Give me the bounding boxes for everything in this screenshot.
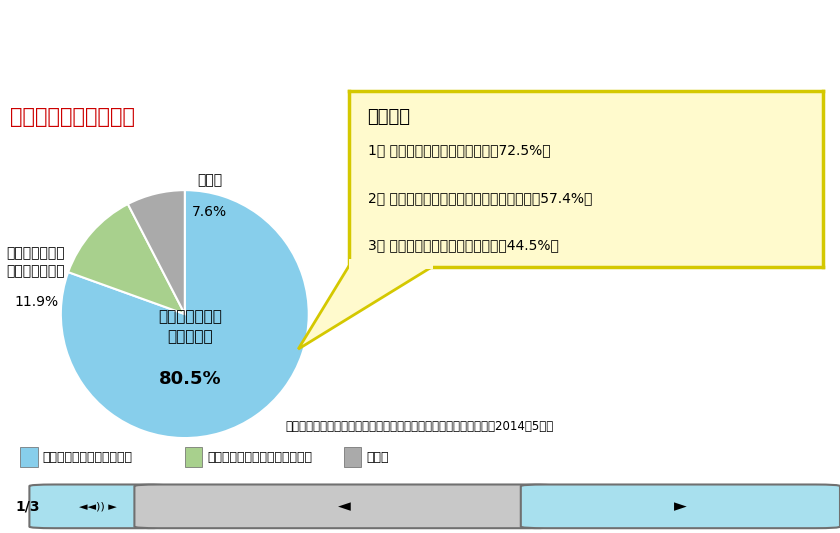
Text: ◄◄)) ►: ◄◄)) ►	[80, 502, 117, 511]
Text: がん患者の就労の意向: がん患者の就労の意向	[10, 107, 135, 127]
Text: 仕事を続けたい（したい）: 仕事を続けたい（したい）	[43, 450, 133, 464]
Text: 5人に4人は「仕事を続けたい！」: 5人に4人は「仕事を続けたい！」	[13, 22, 284, 50]
Text: 出典：東京都福祉保健局「がん患者の就労等に関する実態調査」（2014年5月）: 出典：東京都福祉保健局「がん患者の就労等に関する実態調査」（2014年5月）	[286, 420, 554, 433]
Text: 無回答: 無回答	[366, 450, 388, 464]
Bar	[20, 447, 38, 467]
Wedge shape	[60, 190, 309, 438]
Text: 1． 家庭の生計を維持するため（72.5%）: 1． 家庭の生計を維持するため（72.5%）	[368, 143, 550, 157]
Text: ►: ►	[674, 497, 687, 515]
Text: 仕事を辞めたい（したくない）: 仕事を辞めたい（したくない）	[207, 450, 312, 464]
Text: ◄: ◄	[338, 497, 351, 515]
Text: 2． 働くことが自身の生きがいであるため（57.4%）: 2． 働くことが自身の生きがいであるため（57.4%）	[368, 191, 592, 205]
Text: 7.6%: 7.6%	[192, 205, 227, 220]
Text: その理由: その理由	[368, 108, 411, 126]
Text: 仕事を続けたい
（したい）: 仕事を続けたい （したい）	[158, 309, 222, 344]
Bar	[344, 447, 361, 467]
FancyBboxPatch shape	[134, 484, 554, 528]
FancyBboxPatch shape	[29, 484, 168, 528]
Text: 仕事を辞めたい
（したくない）: 仕事を辞めたい （したくない）	[7, 246, 66, 278]
Text: 80.5%: 80.5%	[159, 369, 221, 387]
Wedge shape	[68, 204, 185, 314]
Text: 3． がんの治療代をまかなうため（44.5%）: 3． がんの治療代をまかなうため（44.5%）	[368, 238, 559, 252]
Text: 無回答: 無回答	[197, 173, 222, 187]
Bar	[185, 447, 202, 467]
Text: 11.9%: 11.9%	[14, 295, 58, 309]
Wedge shape	[128, 190, 185, 314]
FancyBboxPatch shape	[521, 484, 840, 528]
Text: 1/3: 1/3	[15, 499, 39, 513]
